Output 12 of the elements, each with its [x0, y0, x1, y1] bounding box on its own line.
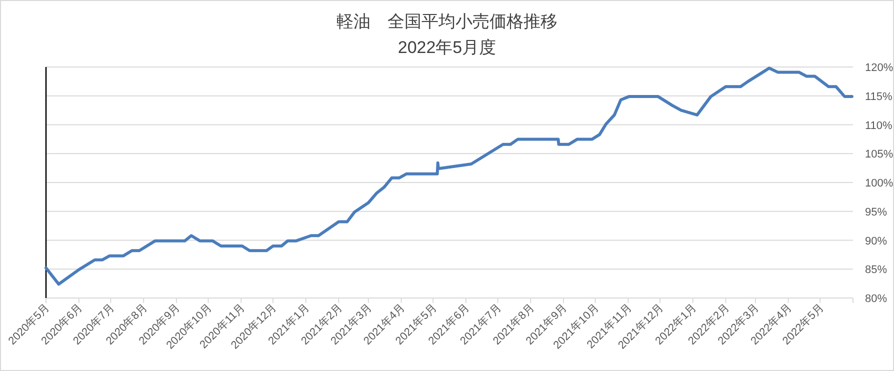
y-tick-label: 105% — [865, 148, 894, 161]
chart-subtitle: 2022年5月度 — [398, 38, 496, 57]
y-tick-label: 95% — [865, 206, 888, 218]
line-series — [44, 66, 854, 286]
y-tick-label: 85% — [865, 264, 888, 276]
y-tick-label: 80% — [865, 293, 888, 305]
y-tick-label: 100% — [865, 178, 894, 190]
y-tick-label: 90% — [865, 235, 888, 248]
y-tick-label: 120% — [865, 62, 894, 74]
chart-title: 軽油 全国平均小売価格推移 — [336, 12, 558, 31]
y-tick-label: 115% — [865, 90, 893, 103]
y-tick-label: 110% — [865, 120, 893, 132]
